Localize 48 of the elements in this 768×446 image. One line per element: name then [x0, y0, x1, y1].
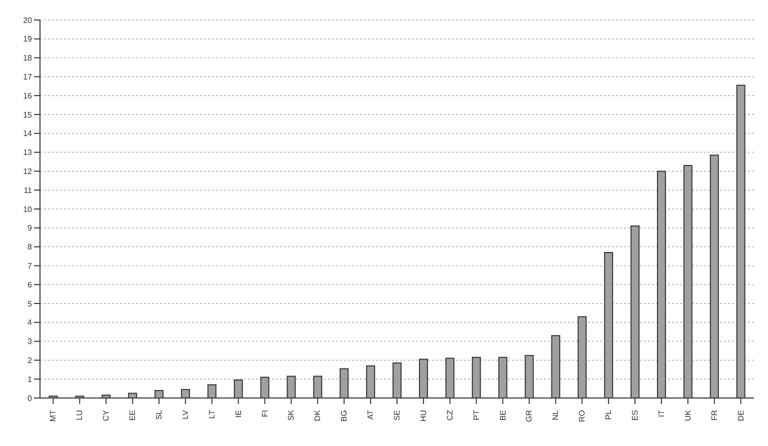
y-tick-label: 15 — [23, 110, 33, 120]
x-tick-label: DE — [736, 410, 746, 422]
y-tick-label: 17 — [23, 72, 33, 82]
y-tick-label: 12 — [23, 167, 33, 176]
x-tick-label: IE — [234, 410, 243, 418]
y-tick-label: 9 — [28, 224, 33, 233]
y-tick-label: 5 — [28, 299, 33, 308]
x-tick-label: LU — [75, 410, 84, 420]
x-tick-label: CY — [102, 409, 111, 422]
x-tick-label: LT — [207, 410, 216, 419]
y-tick-label: 3 — [28, 337, 33, 346]
y-tick-label: 1 — [28, 374, 33, 384]
x-tick-label: SK — [286, 409, 296, 421]
x-tick-label: BG — [340, 410, 349, 422]
y-tick-label: 0 — [28, 394, 33, 403]
x-tick-label: FI — [260, 410, 270, 418]
y-tick-label: 11 — [24, 186, 33, 195]
y-tick-label: 8 — [28, 242, 33, 252]
x-tick-label: LV — [180, 409, 190, 420]
x-tick-label: SE — [392, 410, 402, 421]
x-tick-label: EE — [128, 410, 138, 421]
x-tick-label: GR — [524, 410, 534, 422]
x-tick-label: MT — [48, 410, 58, 422]
y-tick-label: 20 — [23, 16, 33, 25]
y-tick-label: 16 — [23, 91, 33, 100]
y-tick-label: 14 — [23, 129, 33, 138]
y-tick-label: 7 — [28, 262, 33, 271]
x-tick-label: HU — [418, 410, 428, 422]
x-tick-label: NL — [551, 409, 560, 420]
x-tick-label: DK — [313, 409, 322, 422]
y-tick-label: 19 — [23, 34, 33, 44]
x-tick-label: SL — [154, 409, 164, 420]
x-tick-label: IT — [656, 410, 666, 418]
y-tick-label: 10 — [23, 204, 33, 214]
y-tick-label: 13 — [23, 148, 33, 158]
x-tick-label: FR — [710, 410, 719, 421]
x-tick-label: AT — [366, 410, 376, 420]
x-tick-label: RO — [578, 410, 587, 422]
x-tick-label: ES — [630, 410, 640, 421]
x-tick-label: BE — [498, 410, 508, 421]
x-tick-label: UK — [683, 409, 692, 422]
x-tick-label: CZ — [445, 410, 454, 421]
x-tick-label: PL — [604, 409, 614, 420]
y-tick-label: 18 — [23, 54, 33, 63]
y-tick-label: 4 — [28, 318, 33, 328]
y-tick-label: 2 — [28, 356, 33, 366]
y-tick-label: 6 — [28, 280, 33, 290]
x-tick-label: PT — [472, 410, 481, 420]
